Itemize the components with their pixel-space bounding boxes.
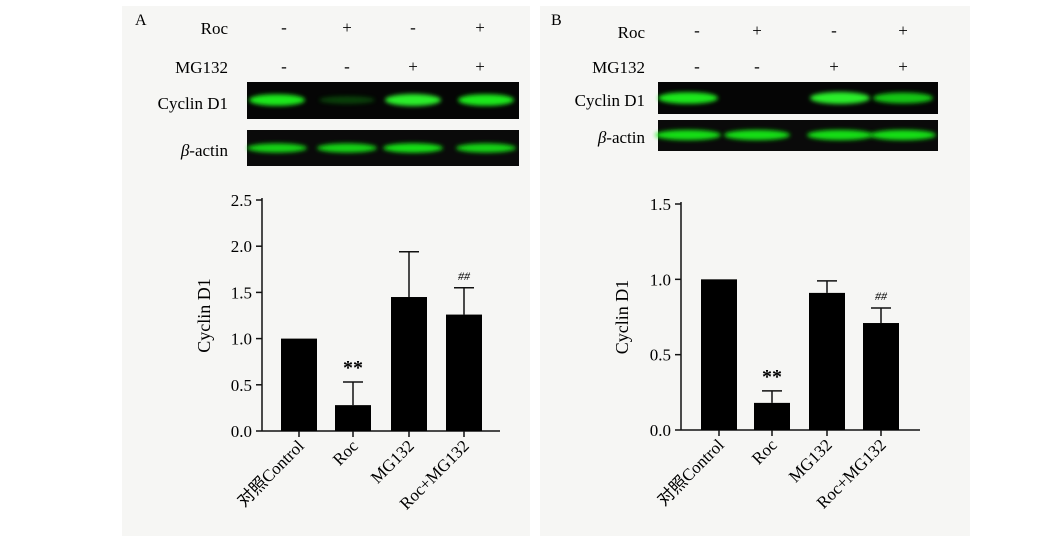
panel-b-mg132-sign: -: [694, 57, 700, 76]
panel-b-roc-sign: -: [694, 21, 700, 40]
panel-a-blot-label-cyclin: Cyclin D1: [158, 94, 228, 113]
panel-a-blot-section: A Roc - + - + MG132 - - + + Cyclin D1 β-…: [135, 12, 519, 166]
blot-band: [870, 129, 936, 141]
panel-b-blot-section: B Roc - + - + MG132 - - + + Cyclin D1 β-…: [551, 12, 938, 151]
x-tick-label: 对照Control: [234, 436, 308, 510]
panel-a-roc-sign: -: [281, 18, 287, 37]
panel-b-roc-row-label: Roc: [618, 23, 646, 42]
panel-a-mg132-row-label: MG132: [175, 58, 228, 77]
panel-b-roc-sign: +: [898, 21, 908, 40]
y-tick-label: 0.0: [650, 421, 671, 440]
significance-annotation: ##: [458, 269, 471, 283]
panel-a-roc-sign: -: [410, 18, 416, 37]
blot-band: [458, 94, 514, 106]
significance-annotation: ##: [875, 289, 888, 303]
blot-band: [383, 143, 443, 153]
blot-band: [319, 96, 375, 104]
panel-a-roc-sign: +: [475, 18, 485, 37]
y-tick-label: 0.5: [650, 346, 671, 365]
panel-b-blot-label-actin: β-actin: [597, 128, 646, 147]
panel-b-roc-sign: +: [752, 21, 762, 40]
x-tick-label: MG132: [785, 435, 836, 486]
bar: [754, 402, 790, 430]
blot-band: [249, 94, 305, 106]
blot-band: [655, 129, 721, 141]
bar: [701, 279, 737, 430]
panel-b-roc-sign: -: [831, 21, 837, 40]
y-axis-label: Cyclin D1: [612, 280, 632, 355]
y-tick-label: 1.0: [650, 270, 671, 289]
y-tick-label: 0.0: [231, 422, 252, 441]
panel-a-mg132-sign: -: [281, 57, 287, 76]
bar: [863, 323, 899, 430]
panel-b-mg132-sign: -: [754, 57, 760, 76]
blot-band: [247, 143, 307, 153]
panel-b-bar-chart: 0.0 0.5 1.0 1.5 Cyclin D1 对照Control ** Roc MG132…: [612, 195, 920, 512]
blot-band: [658, 92, 718, 104]
bar: [446, 314, 482, 431]
panel-a-mg132-sign: +: [408, 57, 418, 76]
panel-a-roc-row-label: Roc: [201, 19, 229, 38]
panel-a-roc-sign: +: [342, 18, 352, 37]
blot-band: [724, 129, 790, 141]
y-tick-label: 2.5: [231, 191, 252, 210]
blot-band: [873, 92, 933, 104]
panel-a-mg132-sign: -: [344, 57, 350, 76]
significance-annotation: **: [762, 366, 782, 388]
panel-b-mg132-row-label: MG132: [592, 58, 645, 77]
blot-band: [456, 143, 516, 153]
y-tick-label: 1.0: [231, 330, 252, 349]
panel-b-mg132-sign: +: [898, 57, 908, 76]
bar: [335, 405, 371, 431]
panel-b-letter: B: [551, 12, 562, 29]
x-tick-label: MG132: [367, 436, 418, 487]
y-tick-label: 1.5: [650, 195, 671, 214]
panel-a-blot-label-actin: β-actin: [180, 141, 229, 160]
blot-band: [807, 129, 873, 141]
panel-b-blot-label-cyclin: Cyclin D1: [575, 91, 645, 110]
y-tick-label: 0.5: [231, 376, 252, 395]
panel-a-letter: A: [135, 12, 147, 29]
blot-band: [317, 143, 377, 153]
panel-a-mg132-sign: +: [475, 57, 485, 76]
x-tick-label: 对照Control: [654, 435, 728, 509]
panel-b-mg132-sign: +: [829, 57, 839, 76]
y-tick-label: 2.0: [231, 237, 252, 256]
bar: [391, 297, 427, 431]
y-axis-label: Cyclin D1: [194, 278, 214, 353]
blot-band: [385, 94, 441, 106]
x-tick-label: Roc: [329, 436, 362, 469]
significance-annotation: **: [343, 357, 363, 379]
x-tick-label: Roc: [748, 435, 781, 468]
y-tick-label: 1.5: [231, 283, 252, 302]
panel-a-bar-chart: 0.0 0.5 1.0 1.5 2.0 2.5 Cyclin D1 对照Control ** Ro…: [194, 191, 500, 513]
bar: [809, 292, 845, 430]
blot-band: [810, 92, 870, 104]
bar: [281, 338, 317, 431]
